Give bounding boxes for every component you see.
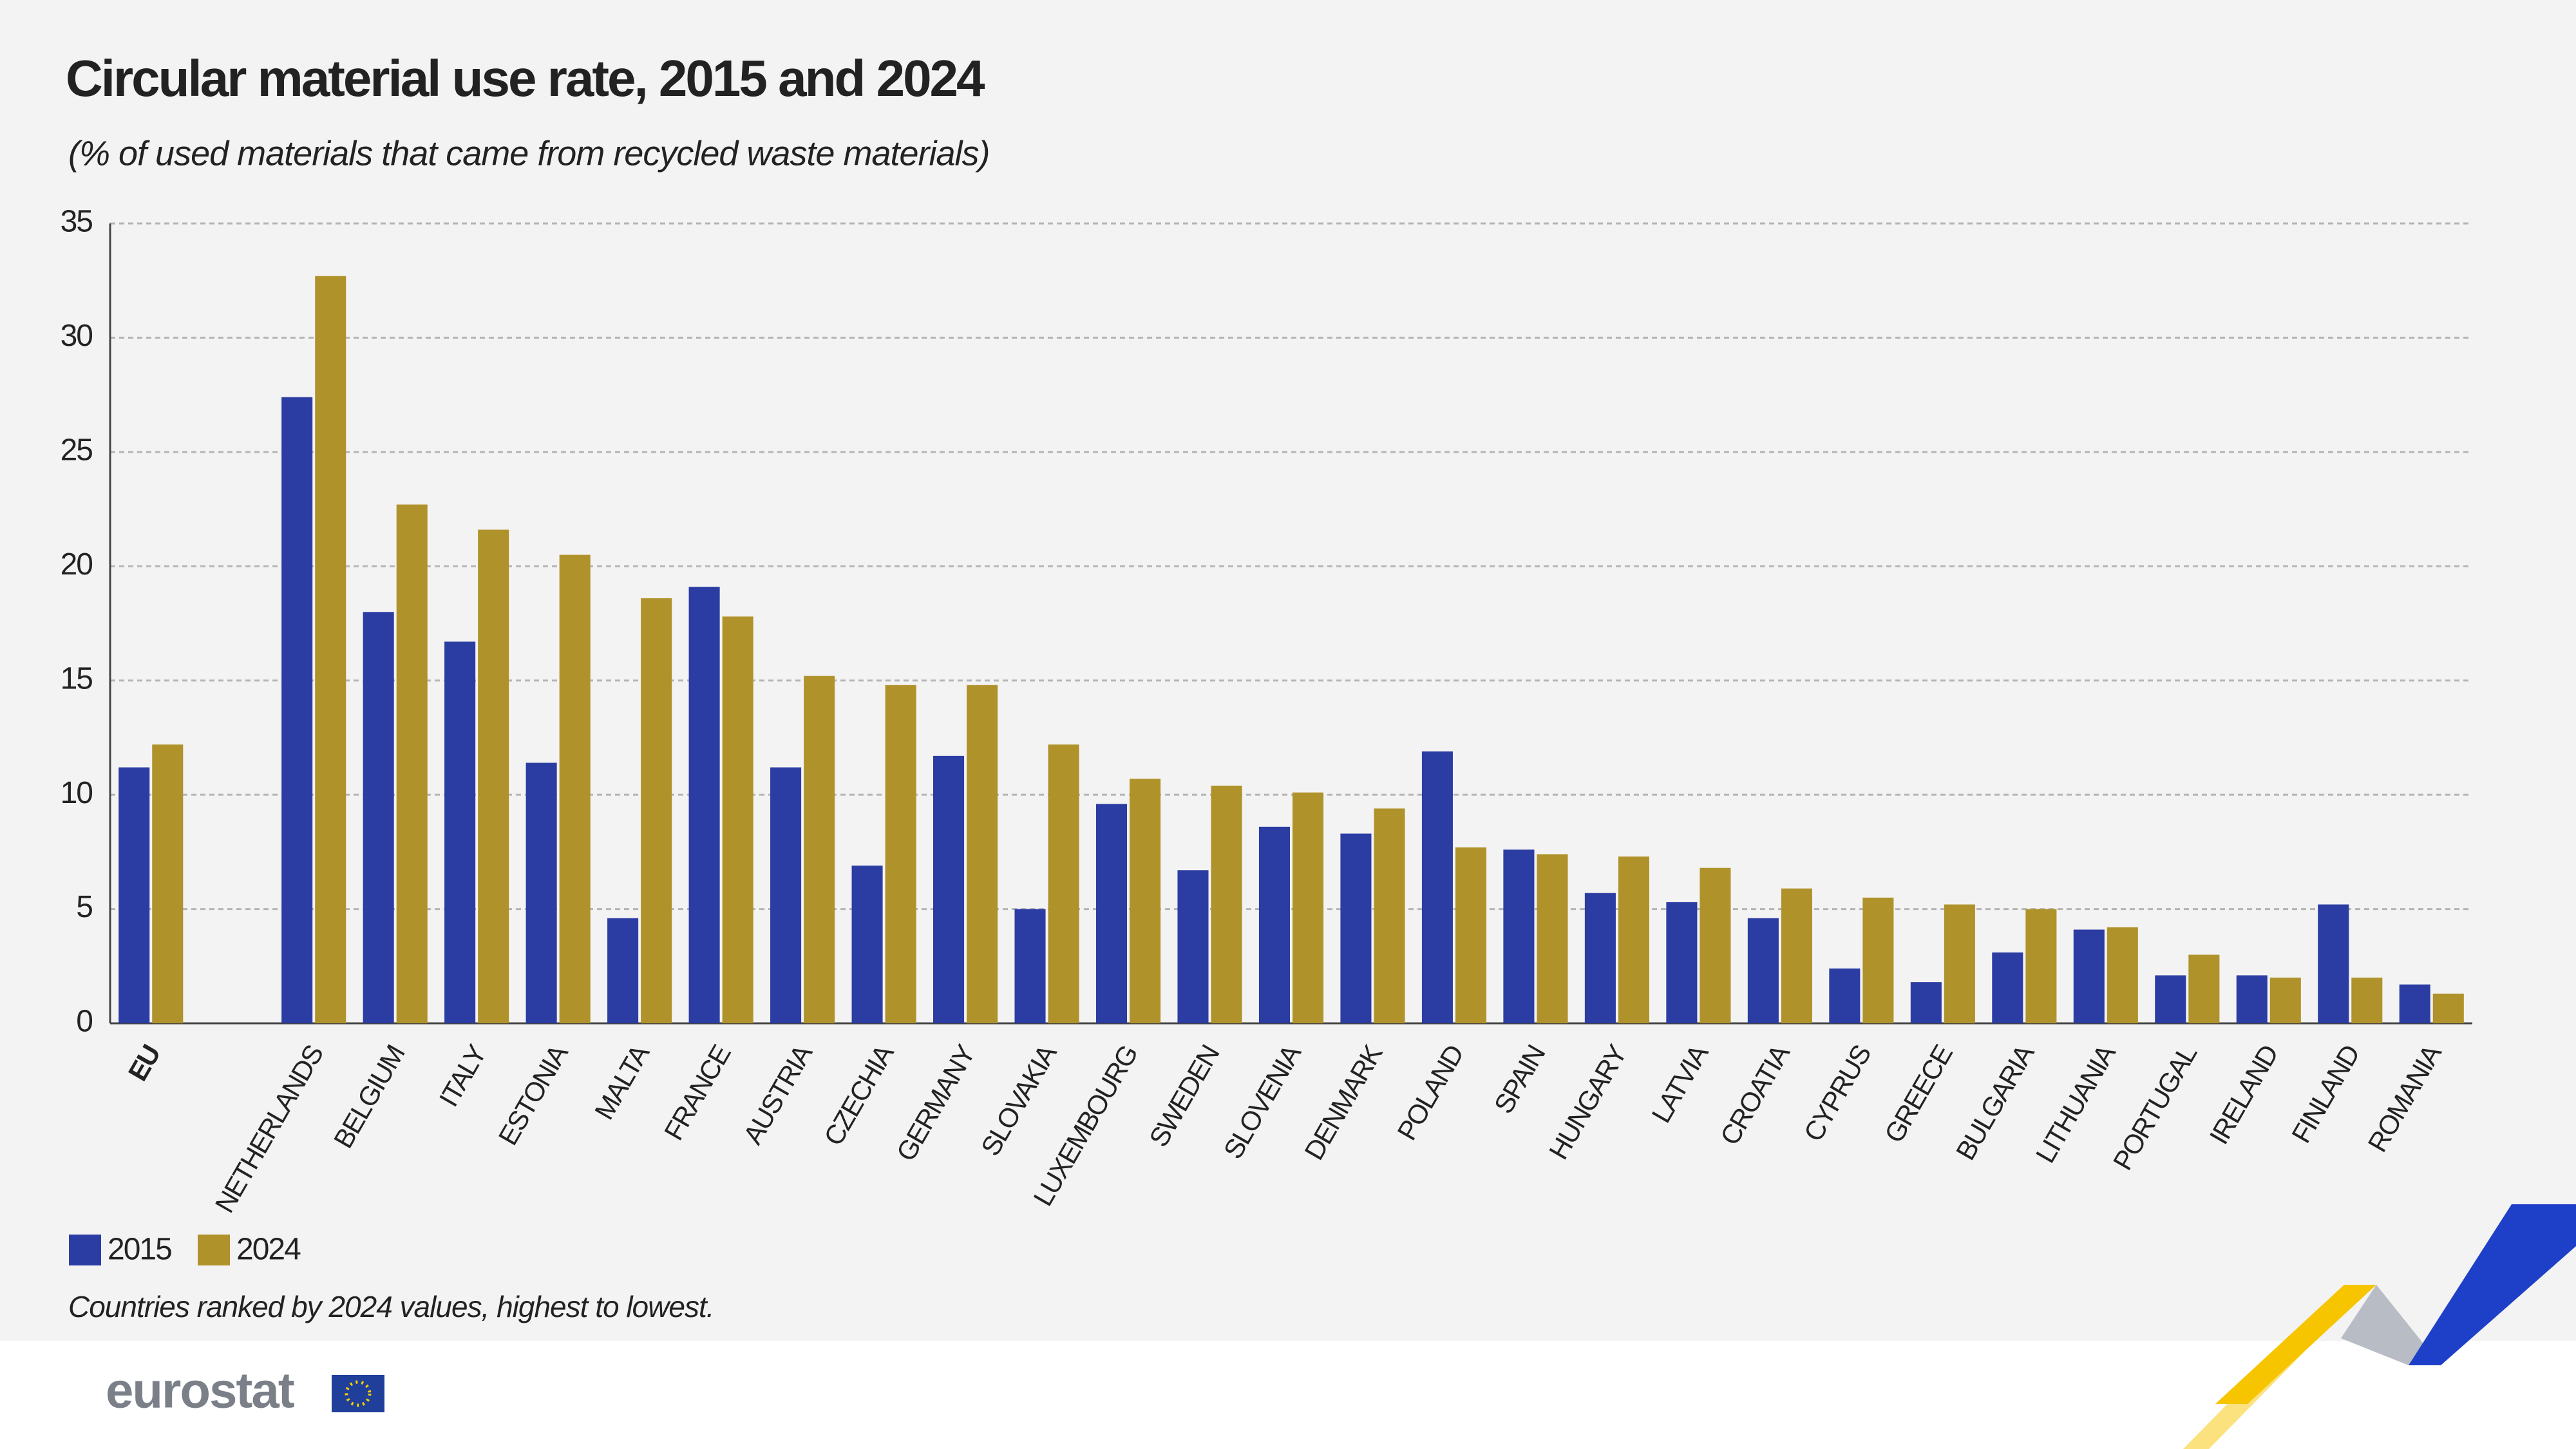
bar [118, 767, 150, 1023]
bar [722, 616, 753, 1023]
bar [559, 554, 591, 1023]
legend-label: 2024 [236, 1233, 301, 1267]
bar [1130, 779, 1161, 1023]
y-tick-label: 35 [61, 205, 93, 239]
bar [2399, 984, 2430, 1023]
bar [315, 276, 346, 1023]
bar [1258, 826, 1290, 1023]
bar [396, 504, 428, 1023]
bar [1340, 833, 1372, 1023]
bar [1421, 751, 1453, 1023]
bar [478, 529, 509, 1023]
chart-title: Circular material use rate, 2015 and 202… [66, 50, 985, 107]
y-tick-label: 10 [61, 776, 93, 810]
bar [2188, 954, 2220, 1023]
logo: eurostat [106, 1362, 295, 1419]
eu-stars [345, 1380, 372, 1407]
bar [1781, 888, 1812, 1023]
footnote: Countries ranked by 2024 values, highest… [68, 1290, 714, 1323]
bar [1374, 808, 1405, 1023]
decoration [2409, 1204, 2576, 1365]
bar [2432, 993, 2464, 1023]
y-tick-label: 20 [61, 547, 93, 582]
y-tick-label: 30 [61, 319, 93, 353]
bar [1455, 847, 1487, 1023]
bar [2025, 909, 2057, 1023]
bar [2107, 927, 2138, 1023]
legend-swatch [198, 1235, 230, 1265]
bar [1177, 870, 1209, 1023]
bar [851, 866, 883, 1023]
bar [2236, 975, 2268, 1023]
bar [2155, 975, 2186, 1023]
bar [688, 587, 720, 1023]
bar [1293, 792, 1324, 1023]
bar [1014, 909, 1046, 1023]
bar [444, 641, 476, 1023]
legend-swatch [69, 1235, 101, 1265]
y-tick-label: 15 [61, 661, 93, 696]
bar [281, 397, 313, 1023]
y-tick-label: 5 [76, 890, 92, 924]
bar [1700, 867, 1731, 1023]
bar [1584, 893, 1616, 1023]
bar [1910, 982, 1942, 1023]
bar [1211, 785, 1242, 1023]
y-tick-label: 0 [76, 1005, 92, 1039]
bar [770, 767, 802, 1023]
decoration [2341, 1285, 2441, 1365]
bar [363, 612, 394, 1023]
decoration [2215, 1285, 2376, 1404]
chart-subtitle: (% of used materials that came from recy… [68, 134, 990, 173]
bar [1503, 849, 1535, 1023]
bar [1537, 854, 1568, 1023]
bar [933, 755, 965, 1023]
bar [1992, 952, 2023, 1023]
bar [1666, 902, 1698, 1023]
bar [2269, 978, 2301, 1023]
y-tick-label: 25 [61, 433, 93, 468]
bar [967, 685, 998, 1023]
bar [1048, 744, 1079, 1023]
bar [152, 744, 184, 1023]
bar [1747, 918, 1779, 1023]
bar [2351, 978, 2383, 1023]
bar [1862, 897, 1894, 1023]
bar [2318, 904, 2349, 1023]
bar [1095, 804, 1128, 1023]
bar [2073, 929, 2105, 1023]
bar [885, 685, 916, 1023]
bar [641, 598, 672, 1023]
bar [1944, 904, 1975, 1023]
legend-label: 2015 [108, 1233, 171, 1267]
bar [804, 676, 835, 1023]
bar [1829, 968, 1861, 1023]
bar [526, 762, 557, 1023]
bar [1618, 856, 1649, 1023]
bar [607, 918, 639, 1023]
